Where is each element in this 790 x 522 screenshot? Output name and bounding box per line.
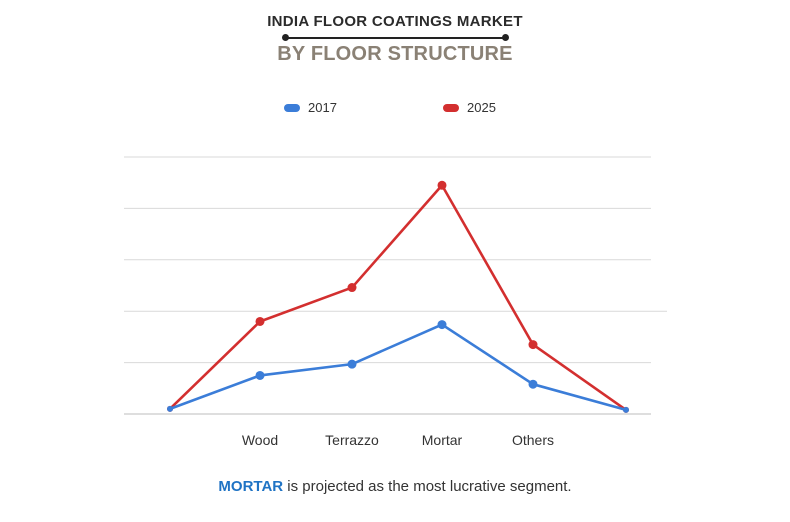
data-point-2017: [255, 370, 265, 380]
x-tick-label: Terrazzo: [325, 432, 379, 448]
legend-label-2017: 2017: [308, 100, 337, 115]
data-point-2017: [437, 320, 447, 330]
legend-swatch-2017: [284, 103, 300, 112]
x-tick-label: Mortar: [422, 432, 463, 448]
title-rule: [285, 37, 506, 39]
title-rule-right-dot: [502, 34, 509, 41]
chart-title: INDIA FLOOR COATINGS MARKET: [267, 13, 523, 30]
legend-label-2025: 2025: [467, 100, 496, 115]
legend-item-2025: 2025: [443, 100, 496, 115]
data-point-2017: [347, 359, 357, 369]
data-point-2017: [528, 379, 538, 389]
data-point-2017: [623, 406, 629, 413]
series-line-2017: [169, 323, 627, 412]
data-point-2025: [255, 316, 265, 326]
legend-item-2017: 2017: [284, 100, 337, 115]
footer-note: MORTAR is projected as the most lucrativ…: [0, 478, 790, 495]
series-line-2025: [169, 183, 627, 411]
data-point-2025: [528, 340, 538, 350]
chart-subtitle: BY FLOOR STRUCTURE: [277, 43, 513, 65]
legend-swatch-2025: [443, 103, 459, 112]
footer-text: is projected as the most lucrative segme…: [283, 478, 572, 495]
x-tick-label: Others: [512, 432, 554, 448]
footer-highlight: MORTAR: [218, 478, 284, 495]
data-point-2017: [167, 405, 173, 412]
data-point-2025: [437, 180, 447, 190]
data-point-2025: [347, 283, 357, 293]
x-tick-label: Wood: [242, 432, 278, 448]
